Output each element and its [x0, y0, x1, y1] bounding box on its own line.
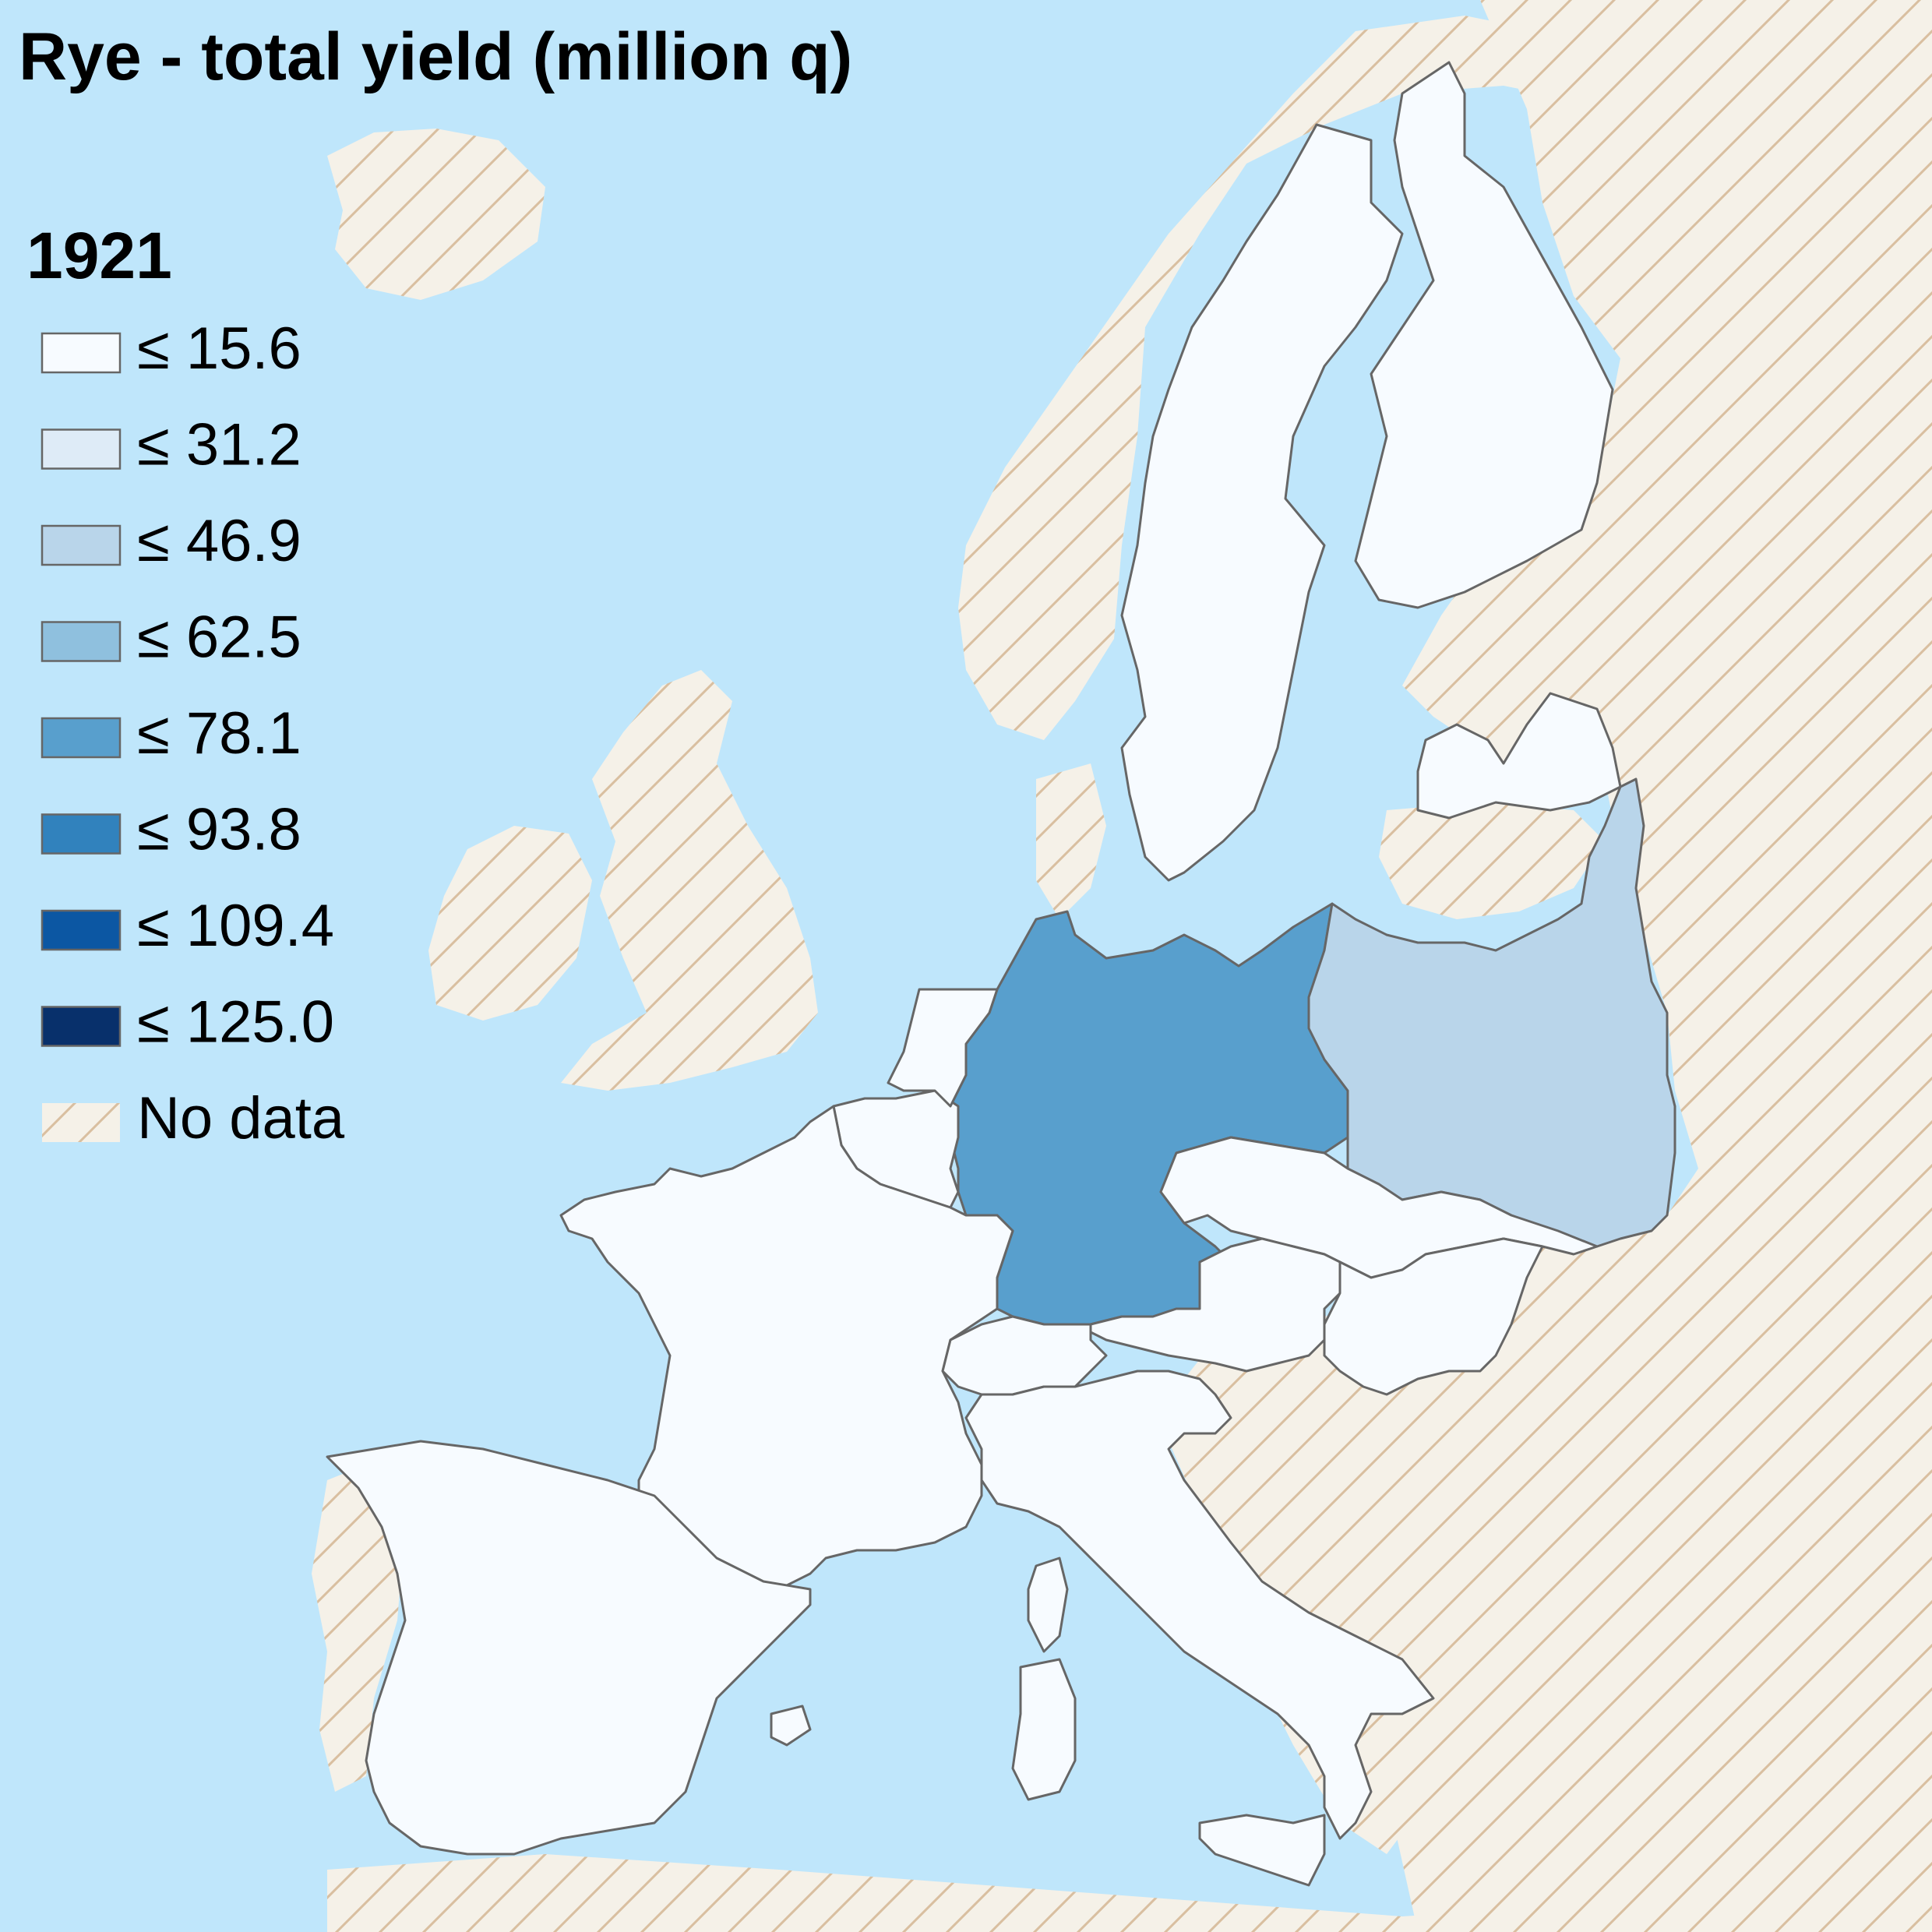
region-latvia[interactable] — [1416, 692, 1622, 820]
legend-swatch — [41, 1006, 122, 1047]
region-austria[interactable] — [1089, 1237, 1341, 1373]
great-britain-nodata — [561, 670, 818, 1091]
region-germany[interactable] — [949, 902, 1349, 1326]
region-poland[interactable] — [1307, 777, 1676, 1248]
map-title: Rye - total yield (million q) — [19, 19, 852, 94]
legend: 1921 ≤ 15.6 ≤ 31.2 ≤ 46.9 ≤ 62.5 ≤ 78.1 ≤ 93.… — [26, 219, 345, 1151]
legend-swatch — [41, 428, 122, 470]
denmark-nodata — [1036, 763, 1106, 919]
iceland-nodata — [327, 129, 545, 300]
norway-nodata — [958, 16, 1581, 740]
region-netherlands[interactable] — [887, 988, 999, 1108]
region-spain[interactable] — [326, 1440, 812, 1856]
eastern-europe-nodata — [1215, 0, 1932, 1932]
legend-label: No data — [137, 1085, 345, 1151]
legend-swatch — [41, 332, 122, 374]
data-countries — [326, 61, 1676, 1887]
legend-label: ≤ 78.1 — [137, 700, 301, 767]
portugal-nodata — [312, 1465, 405, 1792]
region-mallorca[interactable] — [770, 1705, 812, 1747]
region-hungary[interactable] — [1323, 1237, 1544, 1396]
legend-label: ≤ 62.5 — [137, 605, 301, 671]
legend-swatch — [41, 909, 122, 951]
baltic-nodata — [1379, 802, 1605, 919]
region-switzerland[interactable] — [941, 1315, 1108, 1396]
no-data-land — [312, 0, 1932, 1932]
legend-swatch — [41, 621, 122, 662]
legend-label: ≤ 46.9 — [137, 508, 301, 574]
region-sweden[interactable] — [1120, 123, 1404, 882]
legend-year: 1921 — [26, 219, 172, 292]
north-africa-nodata — [327, 1854, 1932, 1932]
legend-label: ≤ 15.6 — [137, 316, 301, 382]
legend-label: ≤ 109.4 — [137, 893, 334, 959]
region-sardinia[interactable] — [1011, 1658, 1077, 1801]
region-sicily[interactable] — [1198, 1814, 1326, 1887]
legend-label: ≤ 125.0 — [137, 989, 334, 1056]
legend-swatch — [41, 524, 122, 566]
balkans-nodata — [1169, 1340, 1449, 1854]
legend-label: ≤ 93.8 — [137, 797, 301, 863]
region-finland[interactable] — [1354, 61, 1614, 609]
region-corsica[interactable] — [1027, 1557, 1069, 1653]
legend-label: ≤ 31.2 — [137, 412, 301, 478]
legend-swatch — [42, 1103, 120, 1142]
legend-swatch — [41, 813, 122, 855]
region-italy[interactable] — [964, 1370, 1435, 1840]
legend-swatch — [41, 717, 122, 759]
ireland-nodata — [428, 826, 592, 1021]
